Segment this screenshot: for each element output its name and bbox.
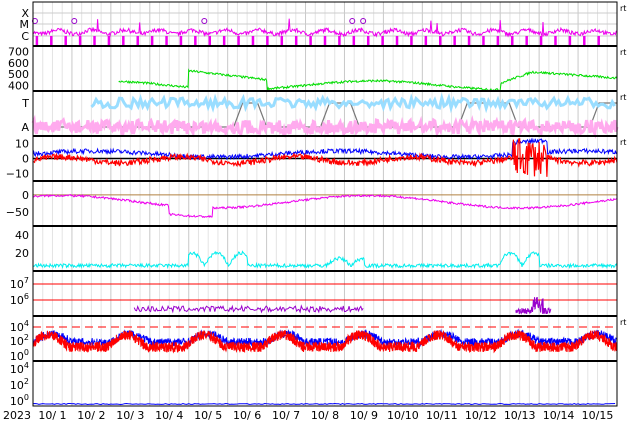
electron-tick: 102 — [10, 333, 29, 348]
xray-level-label: M — [20, 18, 30, 31]
axis-labels: rtrtrtrtrtXMC700600500400TA100−100−50402… — [3, 4, 626, 422]
flare-event-marker — [360, 18, 367, 24]
theta-line — [32, 193, 618, 219]
bfield-tick: 0 — [22, 153, 29, 166]
panel-right-label: rt — [620, 93, 626, 102]
wind-speed-tick: 500 — [8, 68, 29, 81]
flare-event-marker — [71, 18, 78, 24]
electron-flux-red — [32, 329, 618, 354]
proton-flux-tick: 106 — [10, 292, 29, 307]
date-tick-label: 10/ 1 — [38, 409, 66, 422]
flare-event-marker — [349, 18, 356, 24]
date-tick-label: 10/ 2 — [77, 409, 105, 422]
density-line — [32, 250, 618, 270]
bfield-tick: 10 — [15, 138, 29, 151]
neutron-tick: 104 — [10, 361, 29, 376]
date-tick-label: 10/ 3 — [116, 409, 144, 422]
bz-line — [32, 138, 618, 177]
theta-tick: 0 — [22, 189, 29, 202]
ta-label-t: T — [21, 97, 29, 110]
data-series — [31, 18, 619, 406]
a-index-trace — [31, 114, 619, 139]
proton-flux-line — [133, 304, 364, 314]
ta-label-a: A — [21, 121, 29, 134]
date-tick-label: 10/10 — [387, 409, 419, 422]
neutron-line — [32, 402, 616, 406]
bfield-tick: −10 — [6, 168, 29, 181]
t-index-trace — [90, 92, 616, 114]
neutron-tick: 100 — [10, 393, 29, 408]
proton-flux-spike — [515, 296, 552, 315]
panel-right-label: rt — [620, 318, 626, 327]
panel-right-label: rt — [620, 48, 626, 57]
date-tick-label: 10/ 4 — [155, 409, 183, 422]
neutron-tick: 102 — [10, 377, 29, 392]
electron-tick: 100 — [10, 348, 29, 363]
date-tick-label: 10/ 7 — [272, 409, 300, 422]
electron-tick: 104 — [10, 319, 29, 334]
flare-event-marker — [201, 18, 208, 24]
date-tick-label: 10/13 — [504, 409, 536, 422]
wind-speed-line — [118, 68, 618, 92]
xray-level-label: C — [21, 30, 29, 43]
date-tick-label: 10/ 6 — [233, 409, 261, 422]
date-tick-label: 10/11 — [426, 409, 458, 422]
start-year-label: 2023 — [3, 409, 31, 422]
flare-event-marker — [31, 18, 38, 24]
xray-level-label: X — [21, 7, 29, 20]
density-tick: 40 — [15, 229, 29, 242]
wind-speed-tick: 600 — [8, 57, 29, 70]
wind-speed-tick: 400 — [8, 79, 29, 92]
proton-flux-tick: 107 — [10, 276, 29, 291]
panel-right-label: rt — [620, 4, 626, 13]
xray-flux-line — [32, 18, 618, 38]
date-tick-label: 10/15 — [582, 409, 614, 422]
panel-right-label: rt — [620, 138, 626, 147]
date-tick-label: 10/14 — [543, 409, 575, 422]
date-tick-label: 10/ 5 — [194, 409, 222, 422]
date-tick-label: 10/12 — [465, 409, 497, 422]
wind-speed-tick: 700 — [8, 46, 29, 59]
date-tick-label: 10/ 9 — [350, 409, 378, 422]
date-tick-label: 10/ 8 — [311, 409, 339, 422]
theta-tick: −50 — [6, 206, 29, 219]
panel-frames — [32, 1, 618, 407]
density-tick: 20 — [15, 247, 29, 260]
